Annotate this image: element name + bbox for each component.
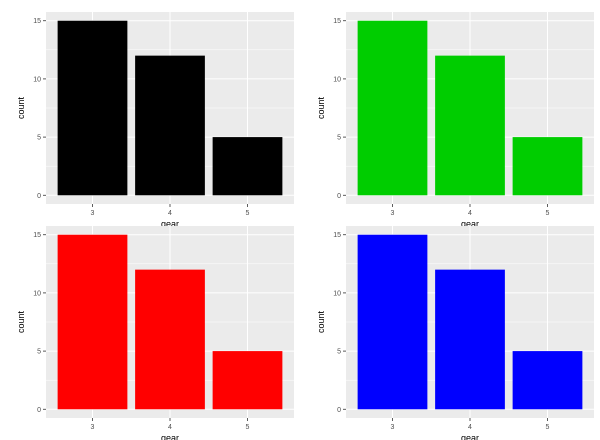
y-tick-label: 5 (337, 135, 341, 142)
bar-gear-3 (357, 20, 428, 196)
bar-gear-4 (435, 55, 505, 196)
y-tick-label: 5 (337, 349, 341, 356)
bar-gear-3 (57, 20, 128, 196)
x-tick-label: 5 (546, 210, 550, 217)
chart-panel-1: 0 5 10 15 3 4 5 gear count (16, 12, 294, 229)
bar-gear-3 (57, 234, 128, 410)
bar-gear-4 (135, 55, 205, 196)
y-tick-label: 10 (333, 290, 341, 297)
x-tick-label: 3 (391, 210, 395, 217)
bar-gear-5 (512, 137, 583, 196)
x-tick-label: 5 (546, 424, 550, 431)
y-tick-label: 0 (337, 193, 341, 200)
x-axis-title: gear (161, 433, 179, 440)
x-tick-label: 3 (391, 424, 395, 431)
x-tick-label: 4 (168, 210, 172, 217)
x-axis-title: gear (461, 219, 479, 229)
bar-gear-5 (212, 137, 283, 196)
y-axis-title: count (16, 96, 26, 119)
x-tick-label: 3 (91, 210, 95, 217)
chart-panel-4: 0 5 10 15 3 4 5 gear count (316, 226, 594, 440)
y-tick-label: 5 (37, 349, 41, 356)
y-tick-label: 0 (37, 407, 41, 414)
x-tick-label: 5 (246, 424, 250, 431)
x-tick-label: 3 (91, 424, 95, 431)
y-tick-label: 15 (33, 18, 41, 25)
x-tick-label: 4 (168, 424, 172, 431)
bar-gear-3 (357, 234, 428, 410)
x-tick-label: 5 (246, 210, 250, 217)
chart-panel-3: 0 5 10 15 3 4 5 gear count (16, 226, 294, 440)
y-tick-label: 10 (333, 76, 341, 83)
y-axis-title: count (316, 310, 326, 333)
y-tick-label: 0 (37, 193, 41, 200)
bar-gear-5 (512, 351, 583, 410)
y-tick-label: 10 (33, 290, 41, 297)
x-tick-label: 4 (468, 210, 472, 217)
y-axis-title: count (316, 96, 326, 119)
y-tick-label: 15 (333, 18, 341, 25)
y-tick-label: 15 (333, 232, 341, 239)
x-axis-title: gear (161, 219, 179, 229)
y-tick-label: 5 (37, 135, 41, 142)
bar-gear-4 (135, 269, 205, 410)
bar-gear-5 (212, 351, 283, 410)
y-axis-title: count (16, 310, 26, 333)
x-axis-title: gear (461, 433, 479, 440)
chart-panel-2: 0 5 10 15 3 4 5 gear count (316, 12, 594, 229)
y-tick-label: 10 (33, 76, 41, 83)
y-tick-label: 15 (33, 232, 41, 239)
x-tick-label: 4 (468, 424, 472, 431)
bar-gear-4 (435, 269, 505, 410)
y-tick-label: 0 (337, 407, 341, 414)
